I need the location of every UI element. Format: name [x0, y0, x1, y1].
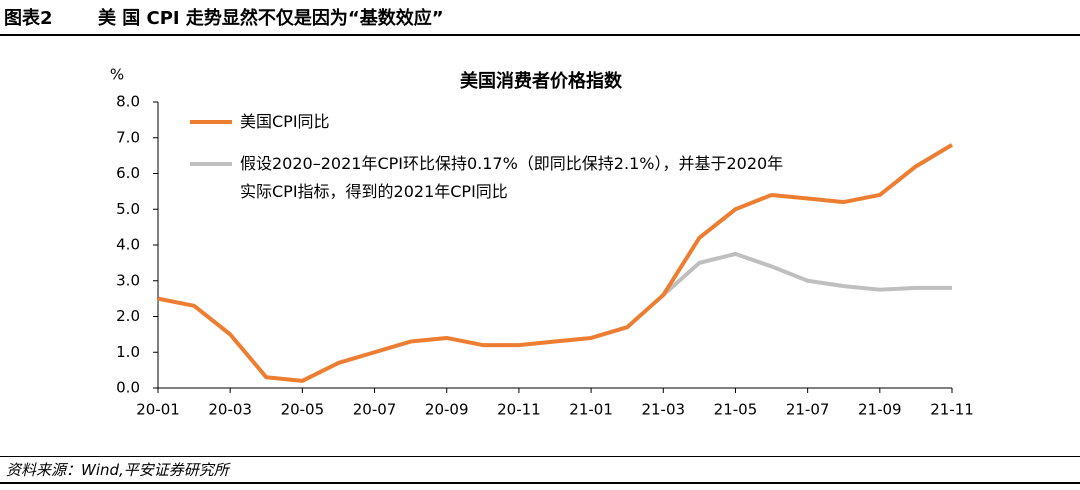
figure-title: 美 国 CPI 走势显然不仅是因为“基数效应” — [98, 8, 444, 29]
x-tick-label: 20-05 — [281, 401, 325, 419]
x-tick-label: 21-01 — [569, 401, 613, 419]
legend-item: 假设2020–2021年CPI环比保持0.17%（即同比保持2.1%），并基于2… — [190, 150, 785, 206]
x-tick-label: 20-09 — [425, 401, 469, 419]
legend-swatch — [190, 162, 232, 166]
figure-label: 图表2 — [4, 8, 53, 29]
x-tick-label: 20-01 — [136, 401, 180, 419]
x-tick-label: 20-07 — [353, 401, 397, 419]
legend-item: 美国CPI同比 — [190, 108, 785, 136]
y-unit: % — [110, 66, 124, 84]
y-tick-label: 3.0 — [116, 271, 140, 289]
legend-swatch — [190, 120, 232, 124]
x-tick-label: 21-05 — [714, 401, 758, 419]
header: 图表2 美 国 CPI 走势显然不仅是因为“基数效应” — [0, 0, 1080, 36]
y-tick-label: 2.0 — [116, 307, 140, 325]
y-tick-label: 1.0 — [116, 343, 140, 361]
x-tick-label: 21-07 — [786, 401, 830, 419]
x-tick-label: 20-11 — [497, 401, 541, 419]
series-line — [157, 143, 954, 383]
y-tick-label: 0.0 — [116, 379, 140, 397]
legend: 美国CPI同比假设2020–2021年CPI环比保持0.17%（即同比保持2.1… — [190, 108, 785, 220]
x-tick-label: 20-03 — [208, 401, 252, 419]
chart-title: 美国消费者价格指数 — [460, 70, 623, 92]
x-tick-label: 21-09 — [858, 401, 902, 419]
x-tick-label: 21-11 — [930, 401, 974, 419]
footer: 资料来源：Wind,平安证券研究所 — [0, 456, 1080, 484]
y-tick-label: 7.0 — [116, 128, 140, 146]
series-line — [661, 251, 952, 297]
x-tick-label: 21-03 — [641, 401, 685, 419]
legend-label: 假设2020–2021年CPI环比保持0.17%（即同比保持2.1%），并基于2… — [240, 154, 784, 201]
source: 资料来源：Wind,平安证券研究所 — [6, 461, 229, 479]
y-tick-label: 8.0 — [116, 93, 140, 111]
y-tick-label: 6.0 — [116, 164, 140, 182]
y-tick-label: 5.0 — [116, 200, 140, 218]
legend-label: 美国CPI同比 — [240, 112, 330, 131]
y-tick-label: 4.0 — [116, 236, 140, 254]
